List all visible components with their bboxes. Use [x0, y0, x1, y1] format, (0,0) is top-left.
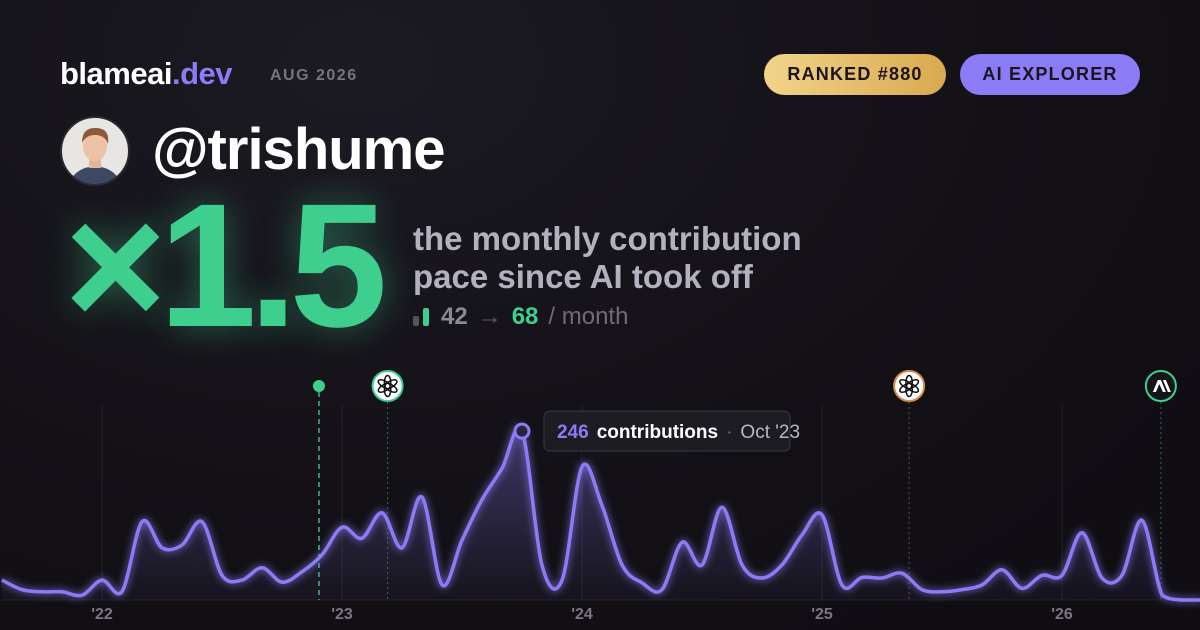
x-tick-label: '26: [1051, 606, 1073, 623]
stats: 42 → 68 / month: [413, 303, 628, 331]
before-value: 42: [441, 303, 468, 330]
handle: @trishume: [152, 117, 445, 182]
icon-glyph: [377, 382, 392, 393]
icon-glyph: [899, 379, 914, 390]
unit: / month: [548, 303, 629, 330]
multiplier: ×1.5: [64, 168, 387, 364]
rank-badge: RANKED #880: [764, 54, 946, 95]
highlight-point: [513, 422, 531, 440]
tooltip-text: 246 contributions · Oct '23: [557, 422, 800, 443]
caption: pace since AI took off: [413, 258, 753, 295]
event-icon: [1144, 370, 1177, 402]
tooltip-separator: ·: [726, 422, 732, 443]
brand-tld: .dev: [171, 56, 233, 91]
avatar: [60, 116, 130, 186]
x-tick-label: '25: [811, 606, 833, 623]
tooltip-box: [543, 410, 791, 452]
date: AUG 2026: [270, 67, 358, 84]
brand: blameai.dev: [60, 56, 232, 92]
icon-glyph: [1152, 380, 1171, 392]
arrow: →: [477, 303, 502, 330]
area-fill: [1, 427, 1200, 601]
icon-bg: [371, 370, 404, 402]
tier-badge: AI EXPLORER: [960, 54, 1140, 95]
brand-name: blameai: [60, 56, 172, 91]
event-icon: [893, 370, 926, 402]
caption: the monthly contribution: [413, 220, 802, 257]
x-tick-label: '24: [571, 606, 593, 623]
x-tick-label: '22: [91, 606, 113, 623]
icon-glyph: [377, 379, 392, 390]
tooltip-unit: contributions: [597, 422, 718, 443]
line: [1, 425, 1200, 602]
icon-bg: [893, 370, 926, 402]
event-icon: [371, 370, 404, 402]
tooltip-value: 246: [557, 422, 589, 443]
event-dot: [312, 380, 325, 392]
tooltip: 246 contributions · Oct '23: [543, 410, 800, 452]
after-value: 68: [511, 303, 539, 330]
tooltip-date: Oct '23: [740, 422, 800, 443]
x-tick-label: '23: [331, 606, 353, 623]
bars-icon: [413, 308, 429, 326]
icon-glyph: [899, 382, 914, 393]
